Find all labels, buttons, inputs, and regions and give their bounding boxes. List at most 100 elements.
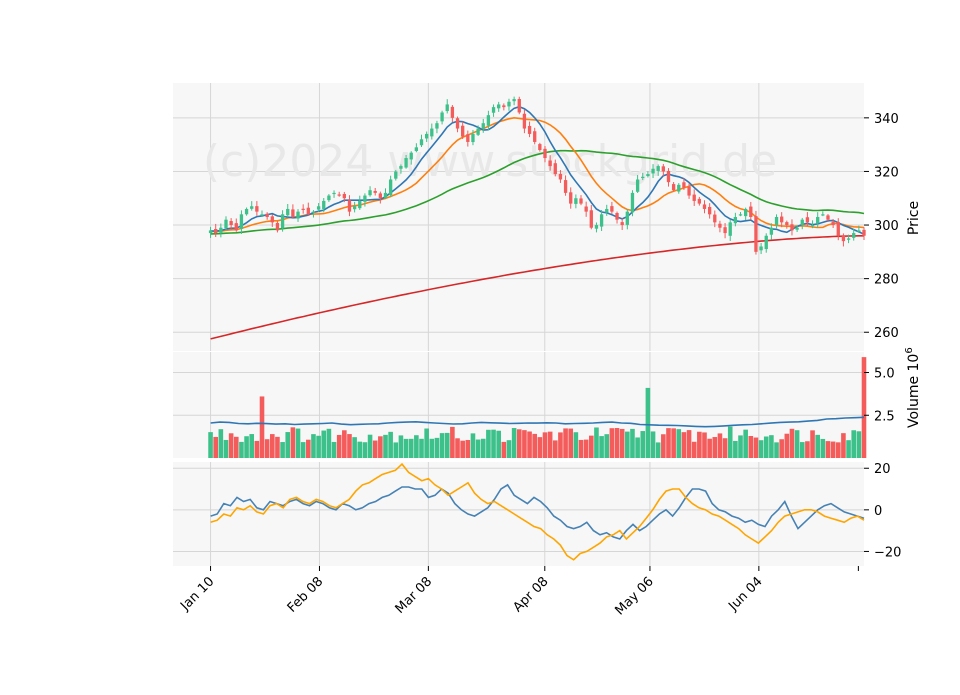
candle-up [846,238,851,240]
candle-up [224,219,228,228]
volume-axis: 5.0 2.5 [864,367,895,424]
candle-up [424,133,429,139]
volume-bar-up [300,442,306,458]
volume-bar-up [223,439,229,458]
volume-bar-down [789,428,795,458]
volume-bar-down [450,426,455,458]
candle-down [661,166,665,172]
candle-up [430,128,434,137]
candle-up [744,208,748,217]
candle-up [280,214,285,229]
candle-up [656,166,660,171]
volume-bar-down [748,436,754,458]
candle-down [548,160,552,167]
candle-up [641,176,645,178]
candle-down [707,206,712,215]
price-axis-tick-label: 340 [874,112,899,127]
volume-bar-up [383,434,388,458]
volume-bar-down [671,428,676,458]
volume-bar-down [264,439,270,458]
volume-bar-up [208,432,213,458]
volume-bar-down [753,437,759,458]
candle-up [388,179,393,196]
volume-bar-down [681,432,687,458]
candlesticks [208,96,866,255]
candle-down [610,206,614,212]
volume-bar-down [841,433,846,458]
candle-up [821,214,825,216]
volume-bar-up [599,436,604,458]
candle-up [507,101,511,107]
candle-up [322,200,326,209]
volume-axis-tick-label: 2.5 [874,409,895,424]
candle-up [404,158,408,168]
volume-bar-up [630,428,635,458]
candle-down [589,210,593,228]
volume-bar-down [810,430,815,458]
volume-bar-down [465,439,471,458]
candle-up [481,123,485,129]
volume-bar-down [460,440,465,458]
candle-down [805,217,810,223]
price-axis-tick-label: 300 [874,219,899,234]
candle-down [666,170,671,183]
volume-bar-up [311,434,316,458]
candle-down [785,222,789,226]
oscillator-lines [210,462,865,561]
candle-up [599,214,604,227]
candle-down [780,216,784,223]
candle-down [718,223,722,228]
candle-down [502,105,506,108]
volume-bar-down [686,430,692,458]
price-axis-tick-label: 260 [874,326,899,341]
candle-up [471,133,475,143]
volume-bar-down [532,433,538,458]
volume-bars [208,357,867,458]
candle-up [316,206,321,210]
volume-bar-down [455,438,460,458]
candle-up [733,217,738,224]
volume-bar-down [568,428,574,458]
candle-down [306,207,310,215]
volume-bar-down [347,434,352,458]
volume-bar-up [424,428,429,458]
candle-up [677,184,681,192]
candle-up [440,112,444,122]
volume-bar-up [856,431,862,458]
volume-bar-down [547,431,553,458]
candle-down [584,206,588,212]
volume-bar-up [326,428,332,458]
volume-bar-down [589,435,594,458]
volume-bar-up [357,441,363,458]
candle-up [419,139,424,146]
volume-ma-line [210,416,865,428]
candle-up [594,225,599,229]
candle-down [682,182,686,188]
oscillator-panel [173,462,864,566]
volume-bar-down [830,441,836,458]
candle-down [522,113,527,129]
candle-up [332,192,336,195]
volume-bar-up [769,435,774,458]
candle-up [764,235,768,250]
volume-bar-down [835,442,841,458]
volume-bar-up [475,439,481,458]
candle-up [363,195,367,202]
volume-bar-down [306,439,311,458]
candle-up [625,211,629,225]
candle-up [512,99,516,102]
volume-bar-up [244,436,249,458]
candle-up [219,227,223,233]
volume-bar-down [779,439,784,458]
x-axis: Jan 10 Feb 08 Mar 08 Apr 08 May 06 Jun 04 [177,566,859,618]
volume-bar-down [609,428,615,458]
candle-down [255,206,259,212]
candle-down [841,235,846,242]
candle-up [728,222,732,236]
volume-bar-up [280,442,285,458]
candle-down [291,209,295,217]
volume-axis-exponent: 6 [904,347,915,353]
volume-bar-up [820,438,826,458]
volume-bar-down [522,430,527,458]
candle-down [826,215,830,220]
